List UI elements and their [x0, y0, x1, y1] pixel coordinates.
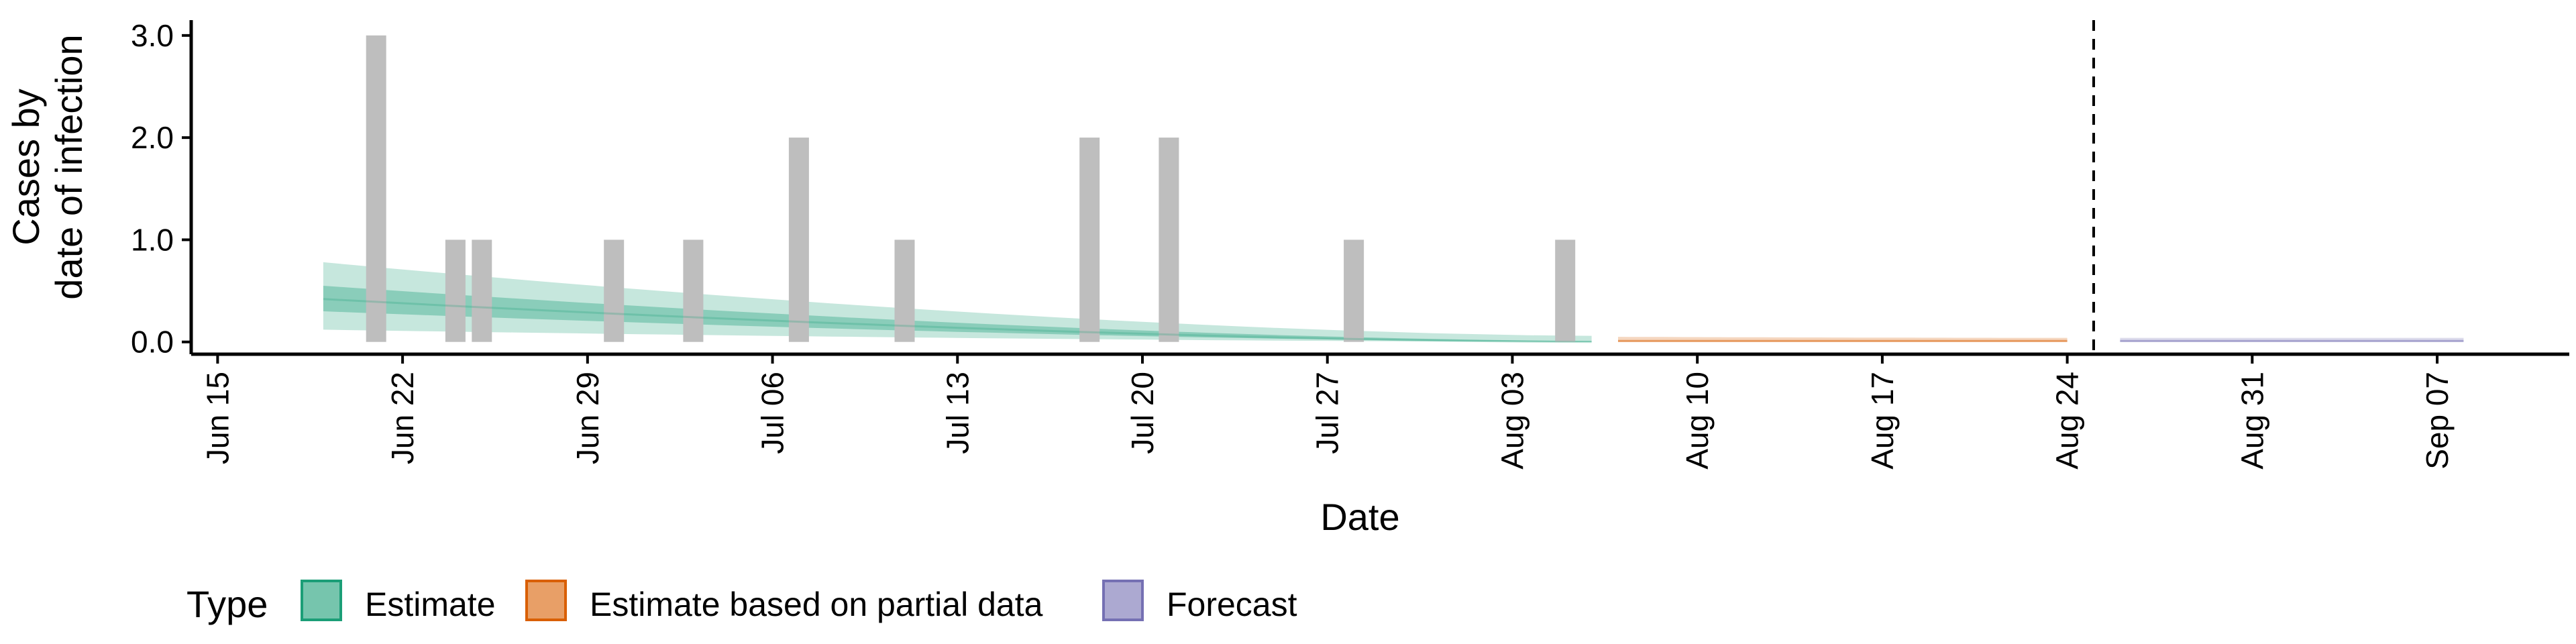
legend-label: Estimate [365, 586, 496, 623]
x-tick-label: Sep 07 [2420, 372, 2455, 470]
legend-key [1102, 580, 1144, 621]
y-tick-label: 2.0 [131, 120, 174, 155]
y-tick-label: 1.0 [131, 222, 174, 257]
ribbon-outer [323, 262, 1592, 342]
x-tick-label: Jul 13 [940, 372, 975, 454]
x-tick-label: Jun 15 [200, 372, 235, 464]
legend-key [525, 580, 567, 621]
axes: 0.0 1.0 2.0 3.0 Jun 15 Jun 22 Jun 29 Jul 06 Jul … [131, 18, 2569, 470]
ribbon-outer [2120, 337, 2464, 342]
x-axis-title: Date [1320, 496, 1399, 538]
legend-title: Type [186, 583, 268, 625]
bar-layer [366, 35, 1576, 342]
median-layer [323, 298, 2464, 343]
y-tick-label: 0.0 [131, 325, 174, 360]
ribbon-inner [323, 286, 1592, 342]
y-axis-title: Cases by date of infection [5, 34, 90, 299]
case-bar [472, 239, 492, 342]
case-bar [1079, 138, 1100, 342]
y-axis-title-line: date of infection [48, 34, 90, 299]
x-tick-label: Aug 10 [1680, 372, 1715, 470]
median-line [323, 298, 1592, 343]
x-tick-label: Aug 31 [2235, 372, 2269, 470]
case-bar [683, 239, 704, 342]
legend-key [301, 580, 342, 621]
ribbon-layer [323, 262, 2464, 342]
x-tick-label: Jul 06 [755, 372, 790, 454]
x-tick-label: Jun 22 [385, 372, 420, 464]
case-bar [1555, 239, 1576, 342]
ribbon-outer [1618, 337, 2068, 342]
case-bar [1159, 138, 1179, 342]
legend-label: Forecast [1167, 586, 1297, 623]
x-tick-label: Jul 27 [1310, 372, 1345, 454]
case-bar [788, 138, 809, 342]
legend-label: Estimate based on partial data [590, 586, 1043, 623]
case-bar [1344, 239, 1364, 342]
ribbon-inner [1618, 339, 2068, 342]
y-tick-label: 3.0 [131, 18, 174, 53]
y-axis-title-line: Cases by [5, 89, 47, 245]
case-bar [445, 239, 466, 342]
x-tick-label: Jun 29 [570, 372, 605, 464]
case-bar [366, 35, 386, 342]
ribbon-inner [2120, 339, 2464, 342]
x-tick-label: Aug 24 [2050, 372, 2085, 470]
x-tick-label: Aug 03 [1495, 372, 1529, 470]
legend: Type Estimate Estimate based on partial d… [186, 580, 1297, 625]
case-bar [894, 239, 915, 342]
x-tick-label: Jul 20 [1125, 372, 1160, 454]
x-tick-label: Aug 17 [1865, 372, 1900, 470]
case-bar [604, 239, 625, 342]
